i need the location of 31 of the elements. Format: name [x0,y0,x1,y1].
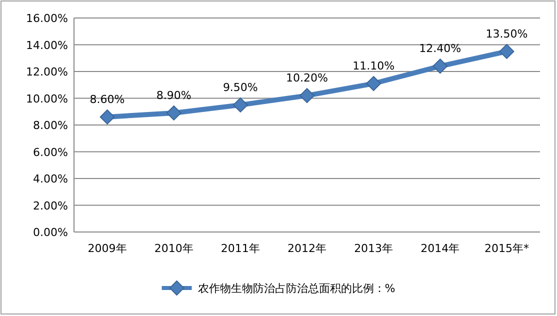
point [100,109,115,124]
x-tick-label: 2010年 [154,242,194,255]
y-tick-label: 16.00% [26,12,68,25]
point [166,105,182,120]
point [432,58,448,74]
y-tick-label: 12.00% [26,66,68,78]
data-label: 10.20% [286,72,328,85]
data-label: 8.90% [156,88,192,102]
point [366,76,382,92]
y-tick-label: 10.00% [26,92,68,106]
legend-label: 农作物生物防治占防治总面积的比例：% [198,282,396,295]
point [499,44,514,59]
data-label: 11.10% [352,60,395,73]
point [300,88,314,104]
y-tick-label: 0.00% [33,226,68,239]
y-tick-label: 14.00% [26,38,68,52]
y-tick-label: 4.00% [33,172,68,186]
x-tick-label: 2013年 [354,242,394,255]
point [232,97,248,112]
data-label: 8.60% [90,92,125,106]
data-label: 9.50% [222,80,258,94]
x-tick-label: 2015年* [484,242,530,255]
data-label: 12.40% [419,42,462,56]
data-label: 13.50% [486,27,528,40]
x-tick-label: 2009年 [88,242,127,255]
y-tick-label: 2.00% [33,199,68,212]
x-tick-label: 2014年 [420,242,460,255]
y-tick-label: 8.00% [33,119,68,132]
x-tick-label: 2011年 [220,242,260,255]
y-tick-label: 6.00% [33,146,68,159]
x-tick-label: 2012年 [288,242,326,255]
